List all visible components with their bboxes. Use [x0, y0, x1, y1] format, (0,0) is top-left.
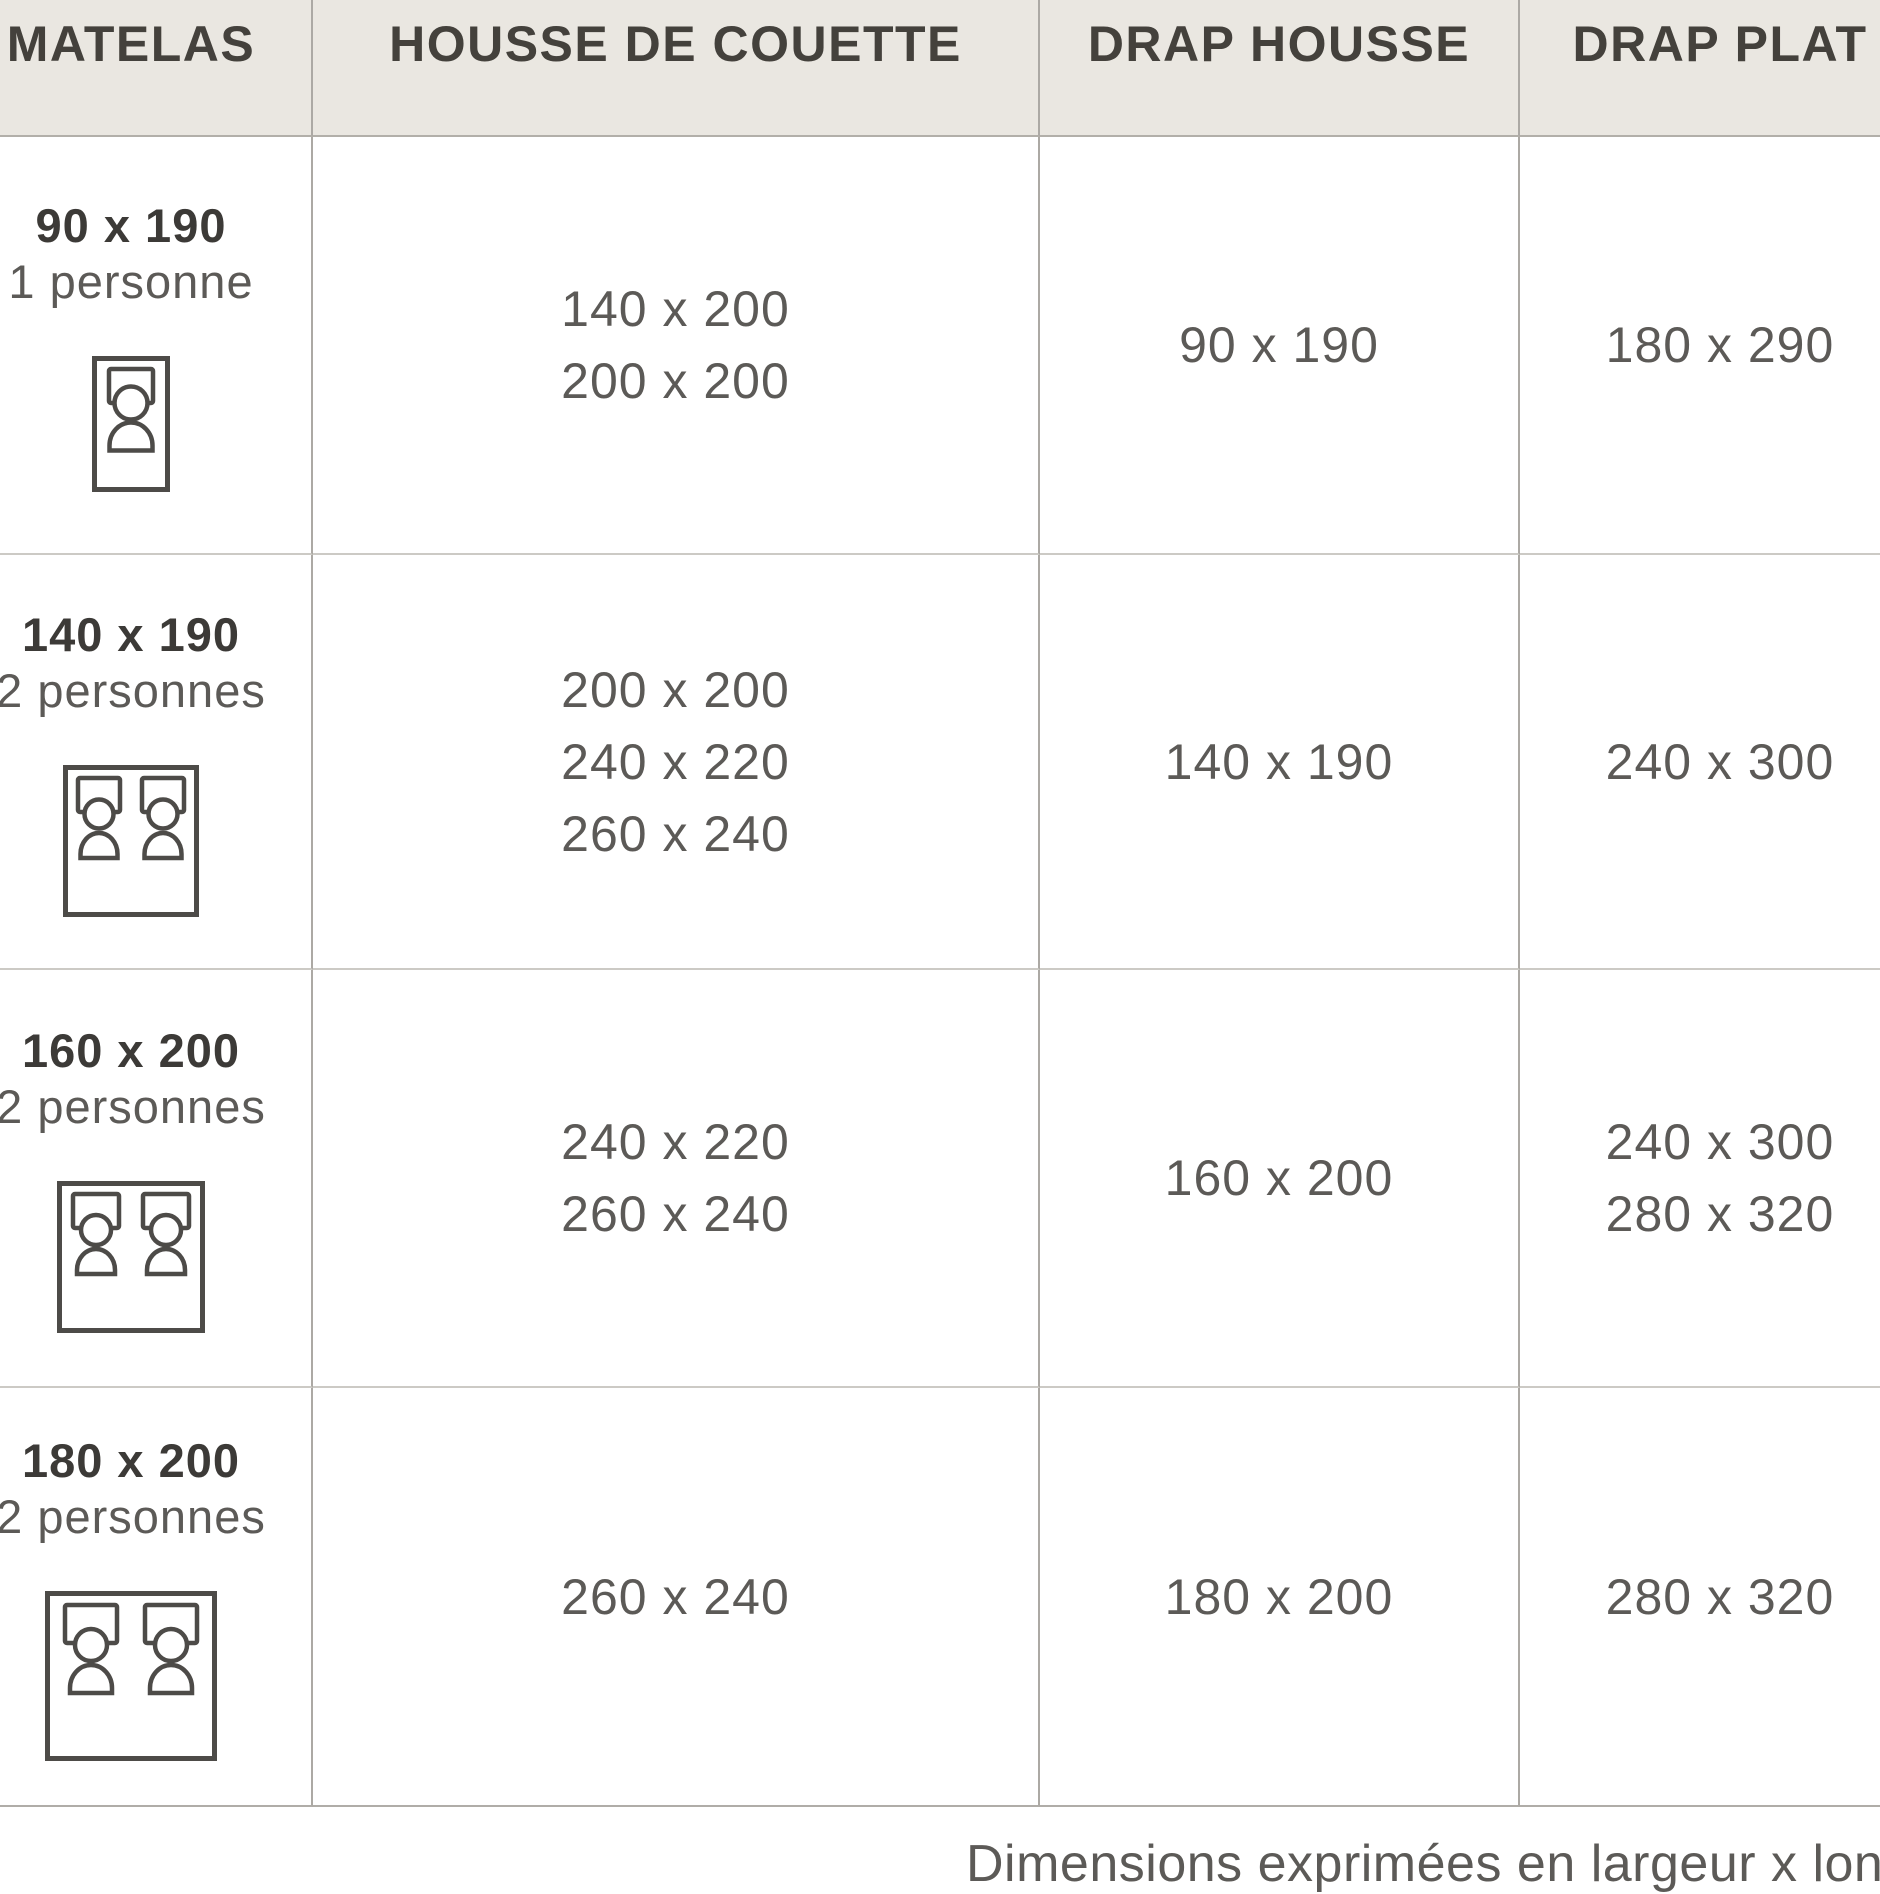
bedding-size-guide-table: MATELAS HOUSSE DE COUETTE DRAP HOUSSE DR… — [0, 0, 1880, 1807]
dimensions-footnote: Dimensions exprimées en largeur x longue… — [966, 1835, 1880, 1893]
table-row: 90 x 190 1 personne 140 x 200 200 x 200 … — [0, 137, 1880, 555]
column-header-matelas: MATELAS — [0, 0, 313, 137]
matelas-cell: 90 x 190 1 personne — [0, 137, 313, 555]
table-row: 160 x 200 2 personnes 240 x 220 260 x 24… — [0, 970, 1880, 1388]
size-value: 260 x 240 — [561, 1568, 790, 1625]
single-bed-icon — [92, 356, 170, 492]
size-value: 200 x 200 — [561, 353, 790, 409]
size-value: 240 x 300 — [1605, 733, 1835, 790]
matelas-cell: 180 x 200 2 personnes — [0, 1388, 313, 1807]
size-value: 240 x 220 — [561, 1114, 790, 1170]
fitted-sheet-cell: 90 x 190 — [1040, 137, 1520, 555]
duvet-cover-cell: 200 x 200 240 x 220 260 x 240 — [313, 555, 1040, 970]
column-header-drap-housse: DRAP HOUSSE — [1040, 0, 1520, 137]
table-row: 140 x 190 2 personnes 200 x 200 240 x 22… — [0, 555, 1880, 970]
flat-sheet-cell: 180 x 290 — [1520, 137, 1880, 555]
size-value: 240 x 220 — [561, 733, 790, 790]
size-value: 200 x 200 — [561, 661, 790, 718]
mattress-persons-label: 2 personnes — [0, 1080, 266, 1133]
duvet-cover-cell: 140 x 200 200 x 200 — [313, 137, 1040, 555]
size-value: 140 x 200 — [561, 281, 790, 337]
double-bed-icon — [57, 1181, 205, 1333]
mattress-size-label: 90 x 190 — [35, 199, 227, 252]
mattress-persons-label: 1 personne — [8, 255, 254, 308]
mattress-size-label: 160 x 200 — [21, 1024, 241, 1077]
fitted-sheet-cell: 160 x 200 — [1040, 970, 1520, 1388]
size-value: 240 x 300 — [1605, 1114, 1835, 1170]
size-value: 160 x 200 — [1164, 1150, 1394, 1206]
header-row: MATELAS HOUSSE DE COUETTE DRAP HOUSSE DR… — [0, 0, 1880, 137]
size-value: 280 x 320 — [1605, 1568, 1835, 1625]
mattress-persons-label: 2 personnes — [0, 1489, 266, 1543]
mattress-size-label: 180 x 200 — [21, 1433, 241, 1487]
duvet-cover-cell: 260 x 240 — [313, 1388, 1040, 1807]
flat-sheet-cell: 280 x 320 — [1520, 1388, 1880, 1807]
matelas-cell: 140 x 190 2 personnes — [0, 555, 313, 970]
column-header-housse-de-couette: HOUSSE DE COUETTE — [313, 0, 1040, 137]
fitted-sheet-cell: 180 x 200 — [1040, 1388, 1520, 1807]
size-value: 180 x 290 — [1605, 317, 1835, 373]
flat-sheet-cell: 240 x 300 280 x 320 — [1520, 970, 1880, 1388]
size-value: 180 x 200 — [1164, 1568, 1394, 1625]
matelas-cell: 160 x 200 2 personnes — [0, 970, 313, 1388]
duvet-cover-cell: 240 x 220 260 x 240 — [313, 970, 1040, 1388]
size-value: 140 x 190 — [1164, 733, 1394, 790]
fitted-sheet-cell: 140 x 190 — [1040, 555, 1520, 970]
size-value: 280 x 320 — [1605, 1186, 1835, 1242]
column-header-drap-plat: DRAP PLAT — [1520, 0, 1880, 137]
double-bed-icon — [63, 764, 199, 917]
table-row: 180 x 200 2 personnes 260 x 240 180 x 20… — [0, 1388, 1880, 1807]
mattress-persons-label: 2 personnes — [0, 663, 266, 717]
size-value: 90 x 190 — [1179, 317, 1379, 373]
flat-sheet-cell: 240 x 300 — [1520, 555, 1880, 970]
double-bed-icon — [45, 1590, 217, 1761]
size-value: 260 x 240 — [561, 805, 790, 862]
size-value: 260 x 240 — [561, 1186, 790, 1242]
mattress-size-label: 140 x 190 — [21, 607, 241, 661]
